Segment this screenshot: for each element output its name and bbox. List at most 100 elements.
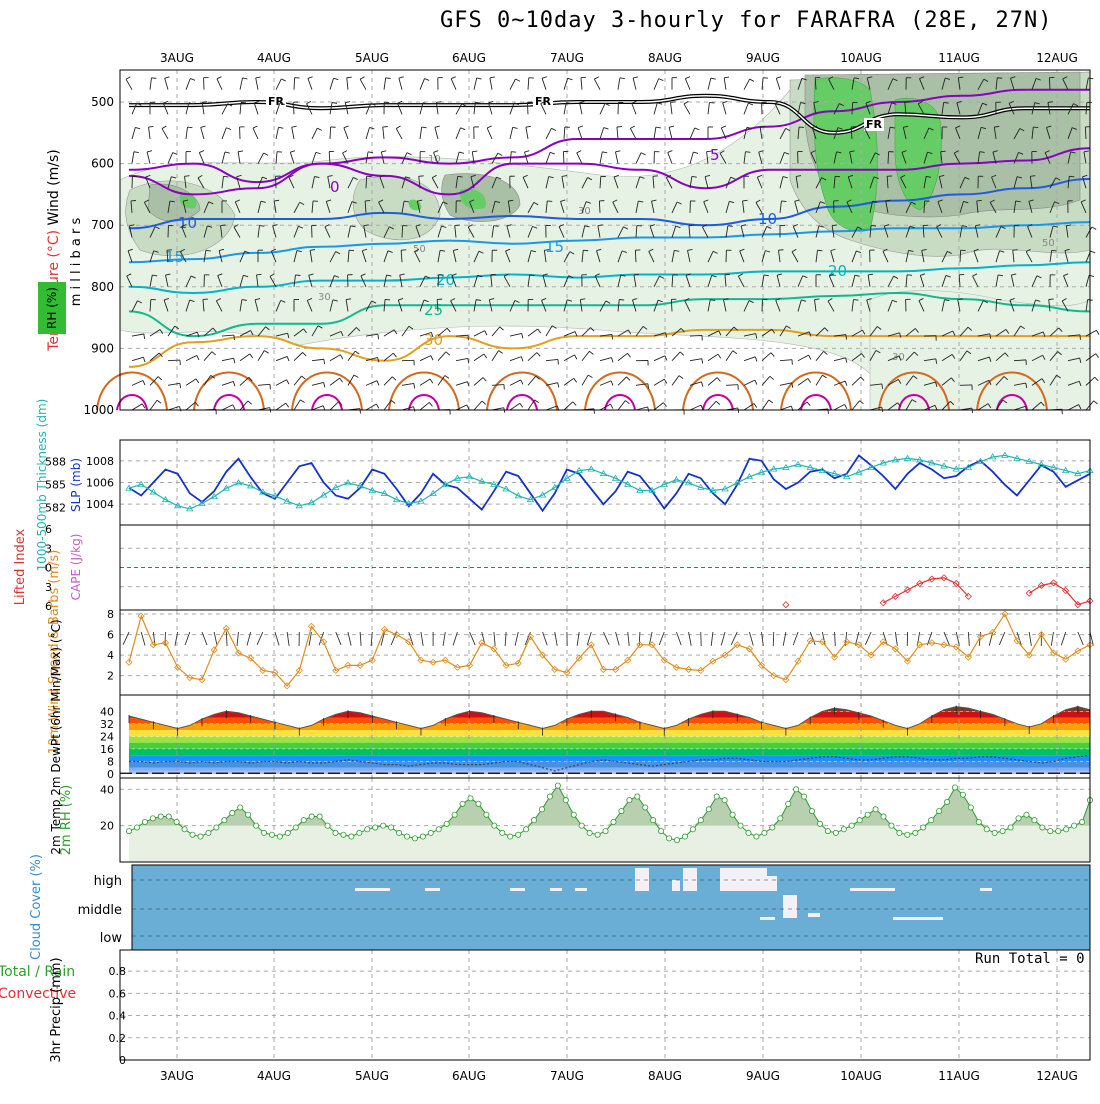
rh2m-point <box>261 830 266 835</box>
cloud-block <box>980 888 992 891</box>
precip-tick-label: 0.4 <box>109 1010 127 1023</box>
temp-band <box>120 743 1090 749</box>
rh2m-point <box>794 787 799 792</box>
cloud-bg <box>132 865 1090 950</box>
wind-barb-flag <box>1049 299 1054 300</box>
wind-barb-flag <box>1094 401 1098 404</box>
rh2m-point <box>381 823 386 828</box>
wind-barb <box>852 102 853 114</box>
cloud-block <box>893 917 943 920</box>
rh2m-point <box>659 828 664 833</box>
rh2m-point <box>579 823 584 828</box>
wind-barb <box>1049 78 1050 90</box>
rh2m-point <box>762 830 767 835</box>
isotherm-label: 5 <box>710 146 720 164</box>
rh2m-point <box>587 830 592 835</box>
rh2m-point <box>547 794 552 799</box>
wind-barb-flag <box>846 335 847 340</box>
rh2m-point <box>627 798 632 803</box>
rh2m-point <box>190 832 195 837</box>
bottom-date-label: 9AUG <box>746 1069 780 1083</box>
rh2m-point <box>992 830 997 835</box>
wind-barb-flag <box>781 201 786 202</box>
freezing-label: FR <box>268 95 285 108</box>
rh2m-point <box>722 798 727 803</box>
rh2m-point <box>984 827 989 832</box>
wind-barb-flag <box>745 152 750 153</box>
wind-barb-flag <box>1095 377 1098 381</box>
rh2m-point <box>436 827 441 832</box>
wind-barb-flag <box>455 225 460 226</box>
top-date-label: 9AUG <box>746 51 780 65</box>
rh2m-point <box>706 807 711 812</box>
wind-barb-flag <box>259 226 264 227</box>
wind-barb-flag <box>491 274 496 275</box>
wind-barb-flag <box>709 102 714 103</box>
rh2m-point <box>563 798 568 803</box>
wind-barb-flag <box>941 151 946 152</box>
temp-band <box>120 761 1090 767</box>
cloud-block <box>672 880 680 891</box>
rh2m-point <box>444 821 449 826</box>
top-date-label: 6AUG <box>452 51 486 65</box>
bottom-date-label: 12AUG <box>1036 1069 1078 1083</box>
wind-barb-flag <box>360 409 361 414</box>
isotherm-label: 20 <box>436 271 455 289</box>
rh2m-point <box>770 825 775 830</box>
rh2m-point <box>428 830 433 835</box>
rh2m-point <box>277 834 282 839</box>
rh2m-point <box>309 814 314 819</box>
wind-barb-flag <box>419 176 424 177</box>
slp-axis-label: SLP (mb) <box>69 458 83 512</box>
wind-barb <box>1085 127 1086 139</box>
rh2m-point <box>611 819 616 824</box>
top-date-label: 11AUG <box>938 51 980 65</box>
rh2m-point <box>333 830 338 835</box>
bottom-date-label: 11AUG <box>938 1069 980 1083</box>
rh2m-point <box>246 812 251 817</box>
rh2m-point <box>714 794 719 799</box>
rh2m-point <box>222 818 227 823</box>
cloud-block <box>355 888 390 891</box>
cloud-block <box>760 917 775 920</box>
wind-barb <box>671 299 672 311</box>
rh2m-point <box>230 810 235 815</box>
slp-axis-text: SLP (mb) <box>69 458 83 512</box>
rh2m-point <box>174 819 179 824</box>
rh2m-point <box>404 834 409 839</box>
bottom-date-label: 4AUG <box>257 1069 291 1083</box>
rh2m-point <box>857 818 862 823</box>
top-date-label: 12AUG <box>1036 51 1078 65</box>
rh2m-axis-label: 2m RH (%) <box>59 785 74 856</box>
rh-contour-label: 30 <box>892 352 905 363</box>
freezing-label: FR <box>866 118 883 131</box>
rh2m-point <box>889 823 894 828</box>
wind-barb-flag <box>221 225 226 226</box>
temp-band <box>120 730 1090 736</box>
wind-barb-flag <box>619 300 624 301</box>
rh2m-point <box>198 834 203 839</box>
temp-tick-label: 24 <box>100 730 114 743</box>
rh2m-point <box>603 828 608 833</box>
rh2m-point <box>476 801 481 806</box>
rh2m-point <box>341 832 346 837</box>
top-date-label: 8AUG <box>648 51 682 65</box>
isotherm-label: 15 <box>545 238 564 256</box>
lifted-tick-label: 6 <box>45 523 52 536</box>
rh2m-point <box>929 818 934 823</box>
lifted-axis-text: Lifted Index <box>13 528 28 605</box>
wind-barb <box>996 299 997 311</box>
isotherm-label: 20 <box>828 262 847 280</box>
rh2m-point <box>150 816 155 821</box>
rh2m-point <box>849 823 854 828</box>
wind-barb-flag <box>1096 354 1099 358</box>
wind-barb <box>563 152 564 164</box>
rh2m-point <box>1008 825 1013 830</box>
rh2m-point <box>1079 819 1084 824</box>
rh2m-point <box>913 830 918 835</box>
rh-contour-label: 30 <box>318 292 331 303</box>
precip-panel-bg <box>120 950 1090 1060</box>
rh2m-point <box>944 799 949 804</box>
rh2m-point <box>738 823 743 828</box>
